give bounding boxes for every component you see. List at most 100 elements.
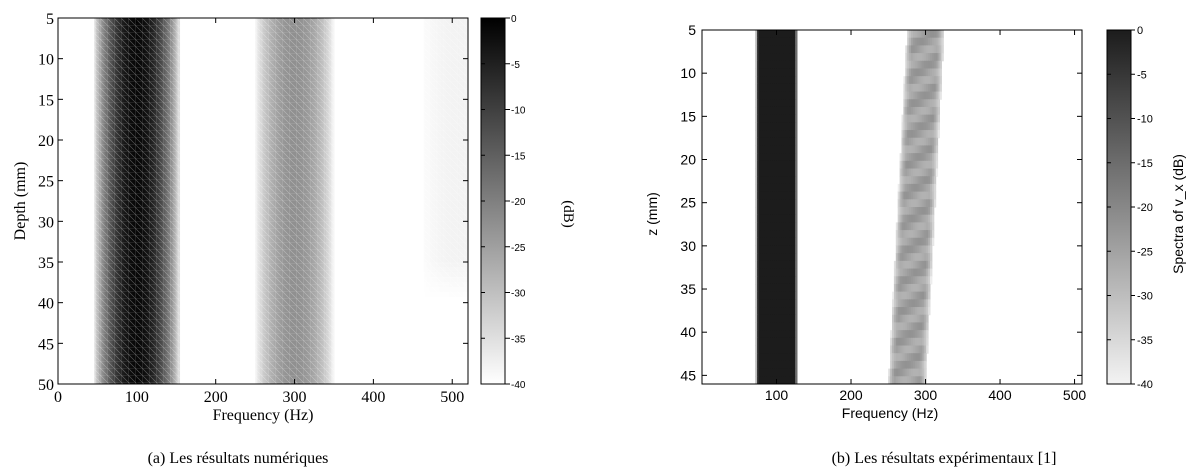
heatmap-cell xyxy=(766,60,769,69)
heatmap-cell xyxy=(926,91,929,100)
heatmap-cell xyxy=(785,307,788,316)
heatmap-cell xyxy=(931,222,935,231)
heatmap-cell xyxy=(772,114,775,123)
heatmap-cell xyxy=(789,237,792,246)
heatmap-cell xyxy=(770,268,773,277)
heatmap-cell xyxy=(920,106,923,116)
heatmap-cell xyxy=(759,214,762,223)
heatmap-cell xyxy=(931,137,935,146)
heatmap-cell xyxy=(916,360,920,370)
heatmap-cell xyxy=(916,91,920,100)
heatmap-cell xyxy=(907,191,910,200)
heatmap-cell xyxy=(776,153,779,162)
heatmap-cell xyxy=(779,191,783,200)
heatmap-cell xyxy=(892,353,895,362)
heatmap-cell xyxy=(755,99,758,108)
heatmap-cell xyxy=(903,130,906,139)
heatmap-cell xyxy=(911,245,914,254)
heatmap-cell xyxy=(918,137,921,146)
heatmap-cell xyxy=(781,160,785,170)
heatmap-cell xyxy=(766,83,769,93)
heatmap-cell xyxy=(789,45,792,54)
heatmap-cell xyxy=(789,130,792,139)
heatmap-cell xyxy=(781,207,785,216)
heatmap-cell xyxy=(933,176,937,185)
heatmap-cell xyxy=(789,283,792,293)
heatmap-cell xyxy=(770,114,773,123)
heatmap-cell xyxy=(795,376,798,384)
heatmap-cell xyxy=(912,360,916,370)
heatmap-cell xyxy=(901,330,904,339)
heatmap-cell xyxy=(909,153,912,162)
heatmap-cell xyxy=(772,376,775,384)
heatmap-cell xyxy=(760,191,764,200)
heatmap-cell xyxy=(930,37,933,46)
heatmap-cell xyxy=(793,345,796,354)
heatmap-cell xyxy=(781,83,785,93)
heatmap-cell xyxy=(776,130,779,139)
heatmap-cell xyxy=(914,168,918,177)
heatmap-cell xyxy=(759,345,762,354)
heatmap-cell xyxy=(781,176,785,185)
heatmap-cell xyxy=(920,283,923,293)
heatmap-cell xyxy=(760,299,764,308)
heatmap-cell xyxy=(941,45,944,54)
heatmap-cell xyxy=(766,268,769,277)
heatmap-cell xyxy=(766,122,769,131)
heatmap-cell xyxy=(892,330,895,339)
heatmap-cell xyxy=(776,53,779,62)
heatmap-cell xyxy=(795,299,798,308)
heatmap-cell xyxy=(776,45,779,54)
heatmap-cell xyxy=(787,130,790,139)
heatmap-cell xyxy=(928,299,931,308)
heatmap-cell xyxy=(755,207,758,216)
heatmap-cell xyxy=(793,168,796,177)
ylabel-a: Depth (mm) xyxy=(12,162,29,241)
heatmap-cell xyxy=(905,337,908,347)
heatmap-cell xyxy=(770,376,773,384)
heatmap-cell xyxy=(789,260,792,270)
heatmap-cell xyxy=(787,106,790,116)
heatmap-cell xyxy=(760,353,764,362)
heatmap-cell xyxy=(907,222,910,231)
heatmap-cell xyxy=(762,268,766,277)
heatmap-cell xyxy=(772,283,775,293)
heatmap-cell xyxy=(785,183,788,193)
heatmap-cell xyxy=(901,160,904,170)
heatmap-cell xyxy=(909,176,912,185)
heatmap-cell xyxy=(793,153,796,162)
heatmap-cell xyxy=(916,114,920,123)
heatmap-cell xyxy=(918,176,921,185)
heatmap-cell xyxy=(779,153,783,162)
heatmap-cell xyxy=(776,291,779,300)
heatmap-cell xyxy=(787,145,790,154)
heatmap-cell xyxy=(911,345,914,354)
colorbar-tick-label-b: -5 xyxy=(1137,69,1147,81)
heatmap-cell xyxy=(772,153,775,162)
heatmap-cell xyxy=(930,160,933,170)
heatmap-cell xyxy=(772,30,775,39)
heatmap-cell xyxy=(774,291,777,300)
heatmap-cell xyxy=(914,91,918,100)
heatmap-cell xyxy=(918,353,921,362)
heatmap-cell xyxy=(903,283,906,293)
heatmap-cell xyxy=(909,230,912,239)
heatmap-cell xyxy=(770,191,773,200)
heatmap-cell xyxy=(905,253,908,262)
heatmap-cell xyxy=(907,145,910,154)
heatmap-cell xyxy=(907,176,910,185)
heatmap-cell xyxy=(791,222,794,231)
heatmap-cell xyxy=(779,353,783,362)
heatmap-cell xyxy=(768,291,771,300)
y-tick-label-a: 50 xyxy=(38,377,54,394)
heatmap-cell xyxy=(774,91,777,100)
heatmap-cell xyxy=(776,183,779,193)
heatmap-cell xyxy=(770,30,773,39)
heatmap-cell xyxy=(795,130,798,139)
heatmap-cell xyxy=(918,160,921,170)
heatmap-cell xyxy=(930,230,933,239)
heatmap-cell xyxy=(935,122,939,131)
heatmap-cell xyxy=(905,360,908,370)
